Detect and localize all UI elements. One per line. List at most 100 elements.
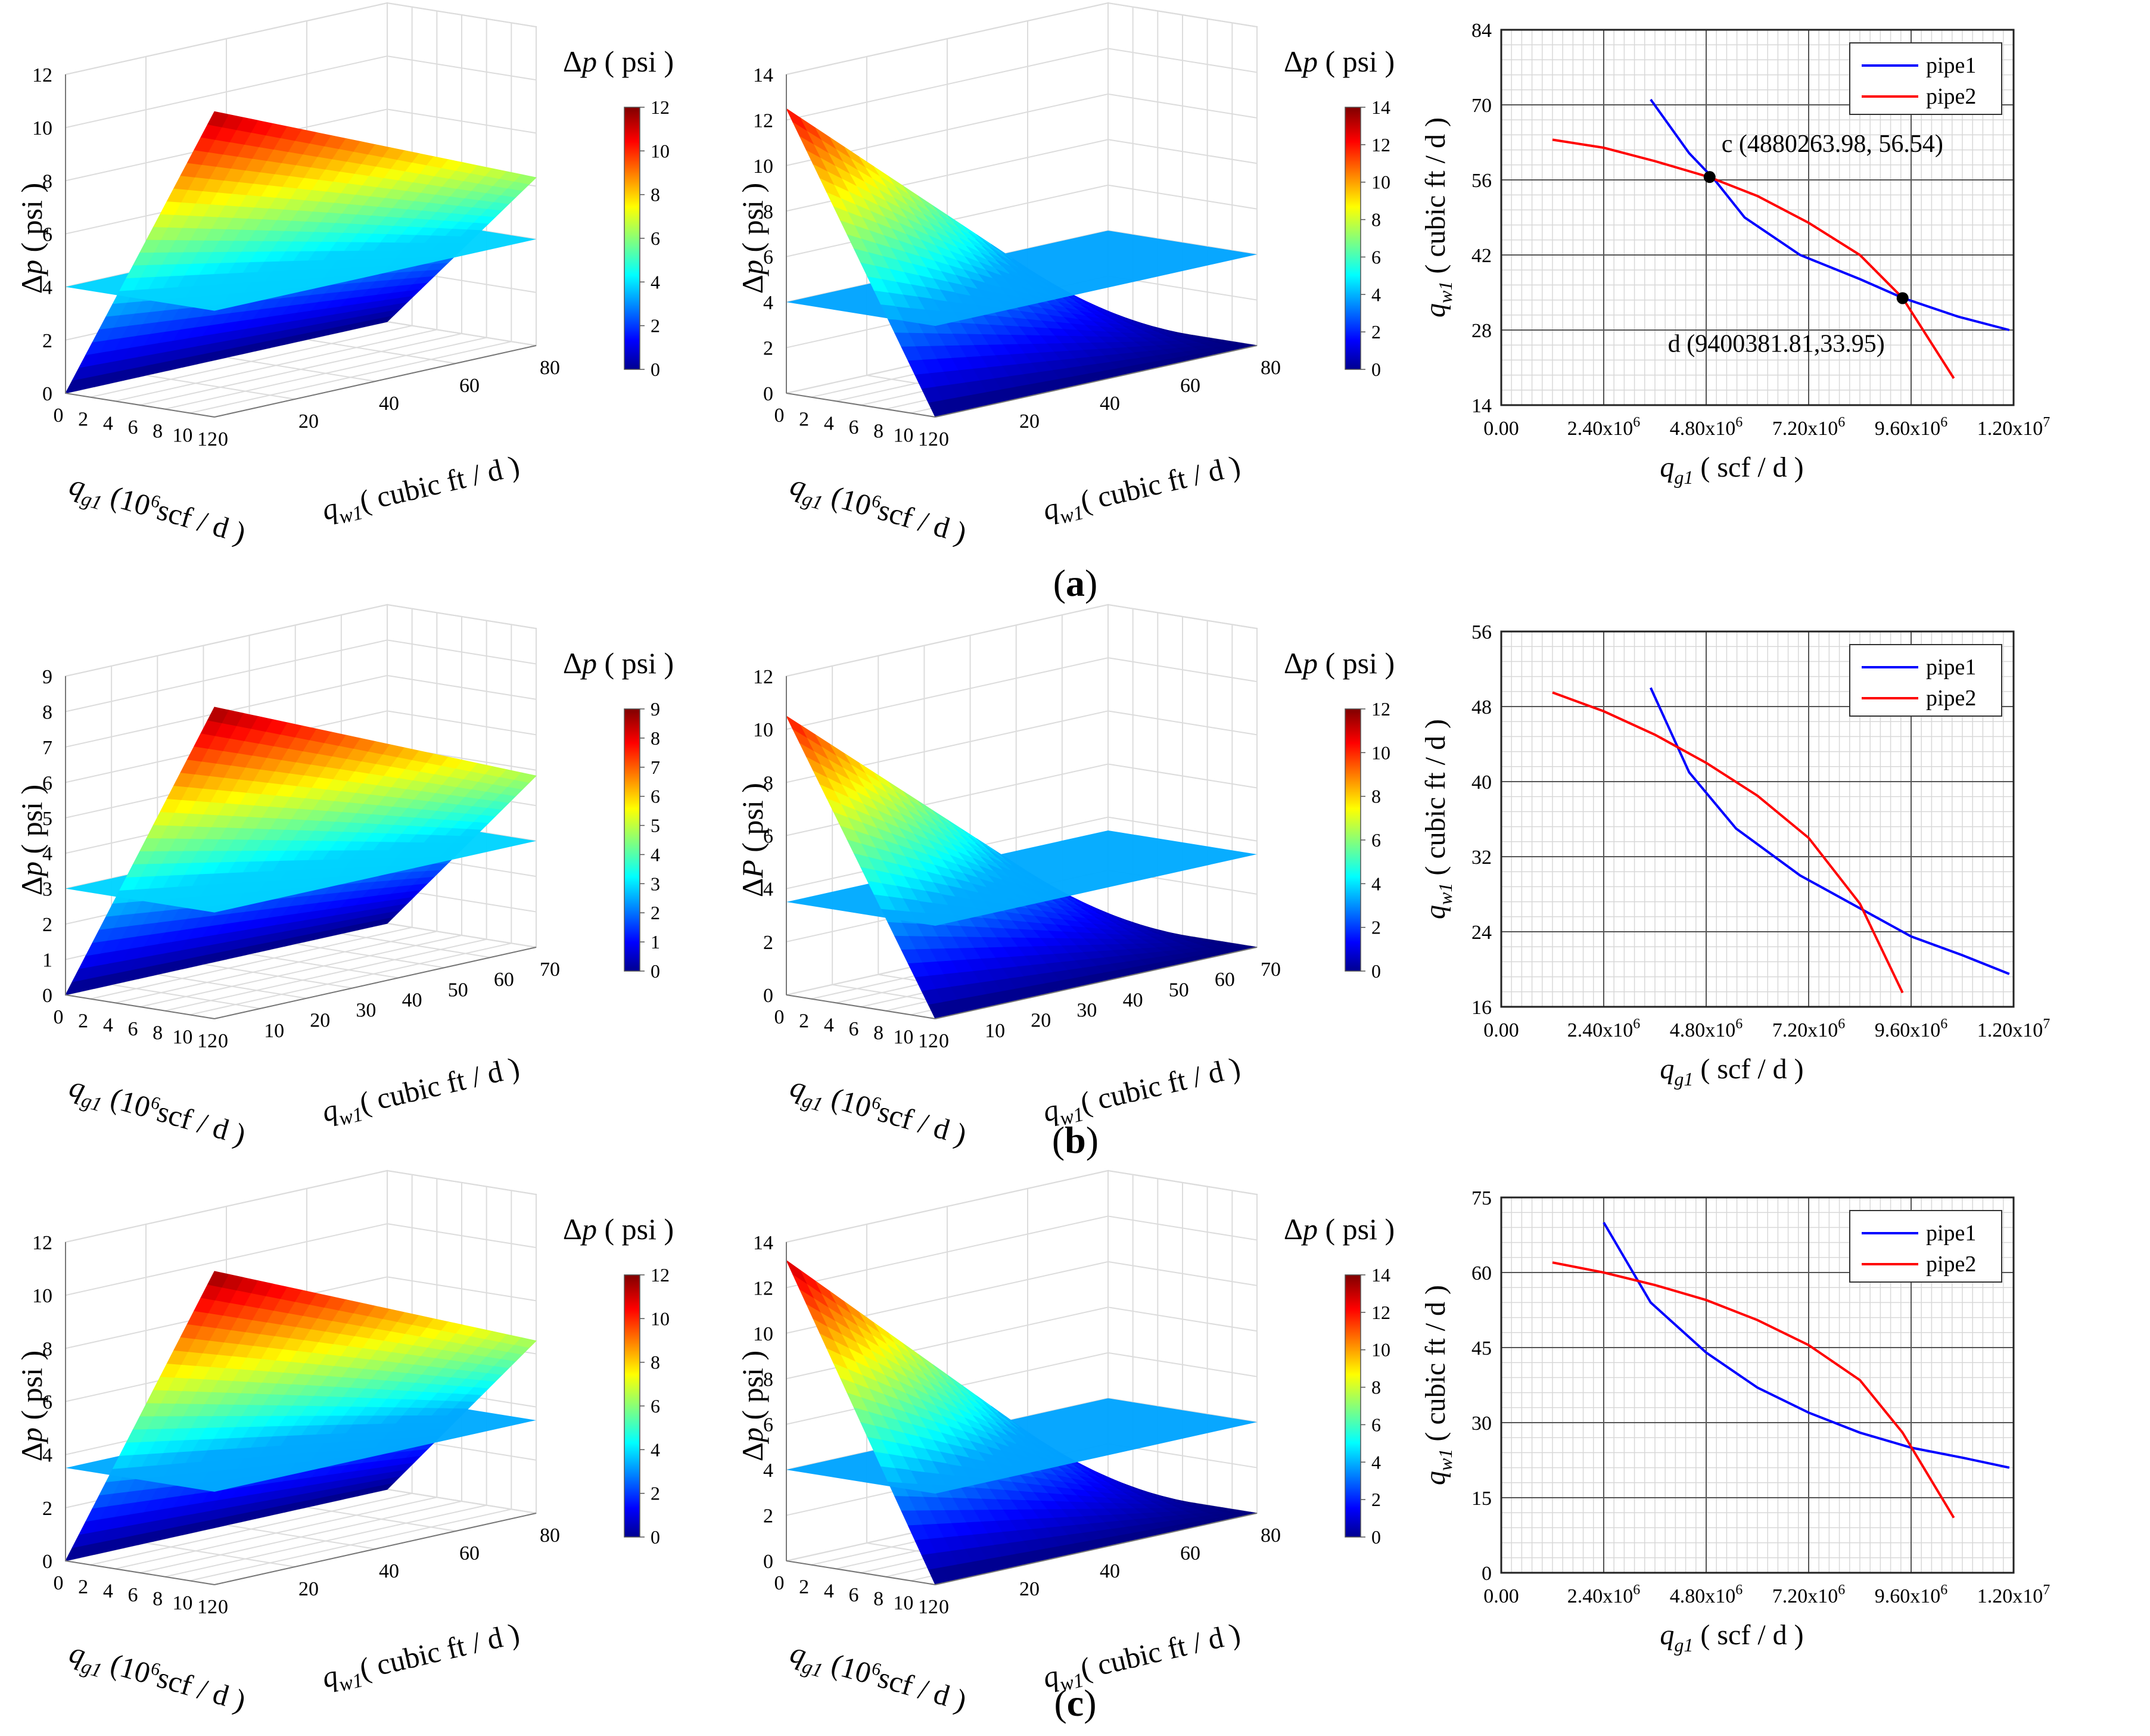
- z-axis-title: Δp ( psi ): [15, 183, 48, 294]
- colorbar-tick-label: 6: [1371, 1414, 1381, 1435]
- y-tick-label: 0: [218, 428, 228, 450]
- x-tick-label: 2: [799, 1576, 809, 1598]
- x-tick-label: 2.40x106: [1567, 1582, 1641, 1607]
- x-tick-label: 6: [849, 416, 859, 438]
- colorbar-tick-label: 2: [651, 315, 660, 337]
- z-axis-title: Δp ( psi ): [15, 1351, 48, 1461]
- y-tick-label: 80: [540, 1525, 560, 1547]
- colorbar-tick-label: 6: [651, 786, 660, 807]
- colorbar-tick-label: 7: [651, 757, 660, 778]
- z-tick-label: 2: [42, 330, 52, 352]
- y-tick-label: 50: [1169, 979, 1189, 1001]
- x-axis-title: qg1 (106scf / d ): [785, 1635, 970, 1722]
- x-tick-label: 0: [54, 1006, 64, 1028]
- y-axis-line: [214, 345, 537, 418]
- x-tick-label: 2: [799, 409, 809, 431]
- colorbar: [1345, 107, 1361, 370]
- z-tick-label: 14: [753, 64, 773, 86]
- y-tick-label: 0: [939, 428, 949, 450]
- x-axis-title: qg1 (106scf / d ): [64, 1635, 250, 1722]
- colorbar-tick-label: 12: [651, 1264, 670, 1286]
- colorbar-tick-label: 8: [651, 184, 660, 206]
- colorbar-tick-label: 14: [1371, 97, 1390, 118]
- y-axis-title: qw1( cubic ft / d ): [319, 1050, 524, 1133]
- z-axis-title: ΔP ( psi ): [736, 783, 769, 897]
- x-tick-label: 4: [103, 412, 113, 434]
- colorbar-tick-label: 14: [1371, 1264, 1390, 1286]
- colorbar-tick-label: 4: [1371, 873, 1381, 894]
- colorbar-tick-label: 10: [1371, 1339, 1390, 1361]
- z-tick-label: 2: [42, 914, 52, 936]
- z-tick-label: 10: [32, 117, 52, 139]
- y-tick-label: 10: [985, 1020, 1005, 1042]
- y-tick-label: 60: [1180, 375, 1200, 397]
- point-label: c (4880263.98, 56.54): [1722, 130, 1943, 158]
- y-tick-label: 0: [939, 1596, 949, 1618]
- z-tick-label: 7: [42, 737, 52, 759]
- y-axis-line: [935, 345, 1258, 418]
- x-axis-title: qg1 ( scf / d ): [1660, 452, 1803, 488]
- y-tick-label: 40: [379, 393, 399, 415]
- x-tick-label: 2.40x106: [1567, 415, 1641, 440]
- y-tick-label: 48: [1471, 696, 1492, 718]
- z-tick-label: 12: [32, 1232, 52, 1254]
- y-axis-title: qw1( cubic ft / d ): [319, 449, 524, 531]
- x-axis-title: qg1 ( scf / d ): [1660, 1053, 1803, 1090]
- x-tick-label: 0.00: [1483, 418, 1519, 440]
- colorbar-tick-label: 0: [1371, 1526, 1381, 1548]
- colorbar: [624, 107, 640, 370]
- colorbar-title: Δp ( psi ): [563, 1212, 674, 1246]
- x-tick-label: 6: [849, 1018, 859, 1040]
- x-tick-label: 10: [893, 424, 913, 446]
- colorbar-tick-label: 6: [1371, 829, 1381, 851]
- y-tick-label: 20: [298, 410, 319, 433]
- surface-cell: [995, 259, 1018, 273]
- colorbar-tick-label: 10: [1371, 742, 1390, 763]
- y-tick-label: 0: [939, 1030, 949, 1052]
- x-tick-label: 10: [172, 1592, 192, 1614]
- panel-label-b: (b): [1052, 1119, 1099, 1161]
- colorbar-tick-label: 0: [1371, 359, 1381, 380]
- surface-cell: [985, 270, 1009, 284]
- legend-label: pipe1: [1926, 53, 1976, 78]
- y-tick-label: 60: [1180, 1542, 1200, 1564]
- colorbar: [1345, 1274, 1361, 1538]
- z-tick-label: 1: [42, 950, 52, 972]
- x-tick-label: 8: [153, 1022, 163, 1044]
- z-tick-label: 0: [763, 1551, 773, 1573]
- colorbar-tick-label: 9: [651, 698, 660, 720]
- x-tick-label: 7.20x106: [1772, 1016, 1846, 1041]
- x-tick-label: 4.80x106: [1670, 1016, 1743, 1041]
- z-tick-label: 9: [42, 666, 52, 688]
- colorbar-tick-label: 1: [651, 931, 660, 953]
- colorbar-tick-label: 4: [651, 844, 660, 865]
- y-tick-label: 32: [1471, 847, 1492, 869]
- x-tick-label: 4: [824, 412, 834, 434]
- colorbar-tick-label: 0: [651, 359, 660, 380]
- z-tick-label: 0: [42, 1551, 52, 1573]
- z-tick-label: 10: [753, 1323, 773, 1345]
- x-tick-label: 9.60x106: [1875, 1582, 1948, 1607]
- colorbar-tick-label: 8: [651, 727, 660, 749]
- y-tick-label: 24: [1471, 922, 1492, 944]
- x-tick-label: 12: [918, 428, 938, 450]
- x-tick-label: 12: [197, 1596, 217, 1618]
- panel-label-a: (a): [1053, 562, 1098, 604]
- x-tick-label: 2: [799, 1010, 809, 1032]
- colorbar: [1345, 708, 1361, 972]
- line-chart-a: 0.00 2.40x106 4.80x106 7.20x106 9.60x106 1.20…: [1420, 20, 2050, 488]
- x-axis-title: qg1 ( scf / d ): [1660, 1619, 1803, 1656]
- y-tick-label: 70: [1261, 959, 1281, 981]
- z-tick-label: 8: [42, 701, 52, 723]
- x-tick-label: 12: [197, 1030, 217, 1052]
- surface-cell: [991, 244, 1013, 260]
- x-tick-label: 10: [172, 424, 192, 446]
- z-tick-label: 2: [763, 1505, 773, 1527]
- x-tick-label: 12: [197, 428, 217, 450]
- series-line-pipe1: [1650, 98, 2010, 331]
- x-tick-label: 12: [918, 1596, 938, 1618]
- x-tick-label: 4: [824, 1580, 834, 1602]
- y-tick-label: 45: [1471, 1337, 1492, 1359]
- surface-cell: [996, 253, 1019, 268]
